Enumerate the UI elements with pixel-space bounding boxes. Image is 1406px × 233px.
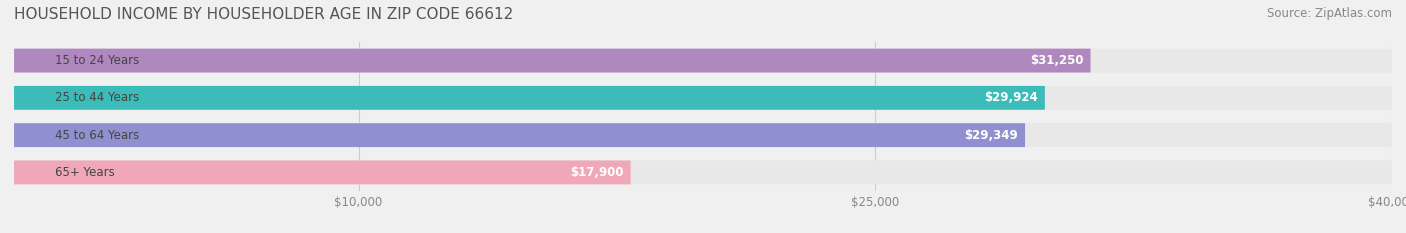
Text: 65+ Years: 65+ Years [55, 166, 115, 179]
Text: $31,250: $31,250 [1031, 54, 1084, 67]
Text: 15 to 24 Years: 15 to 24 Years [55, 54, 139, 67]
FancyBboxPatch shape [14, 123, 1392, 147]
FancyBboxPatch shape [14, 123, 1025, 147]
Text: 45 to 64 Years: 45 to 64 Years [55, 129, 139, 142]
Text: $29,349: $29,349 [965, 129, 1018, 142]
Text: $29,924: $29,924 [984, 91, 1038, 104]
Text: HOUSEHOLD INCOME BY HOUSEHOLDER AGE IN ZIP CODE 66612: HOUSEHOLD INCOME BY HOUSEHOLDER AGE IN Z… [14, 7, 513, 22]
Text: $17,900: $17,900 [571, 166, 624, 179]
FancyBboxPatch shape [14, 49, 1091, 72]
Text: 25 to 44 Years: 25 to 44 Years [55, 91, 139, 104]
FancyBboxPatch shape [14, 86, 1045, 110]
FancyBboxPatch shape [14, 49, 1392, 72]
FancyBboxPatch shape [14, 161, 631, 184]
Text: Source: ZipAtlas.com: Source: ZipAtlas.com [1267, 7, 1392, 20]
FancyBboxPatch shape [14, 161, 1392, 184]
FancyBboxPatch shape [14, 86, 1392, 110]
